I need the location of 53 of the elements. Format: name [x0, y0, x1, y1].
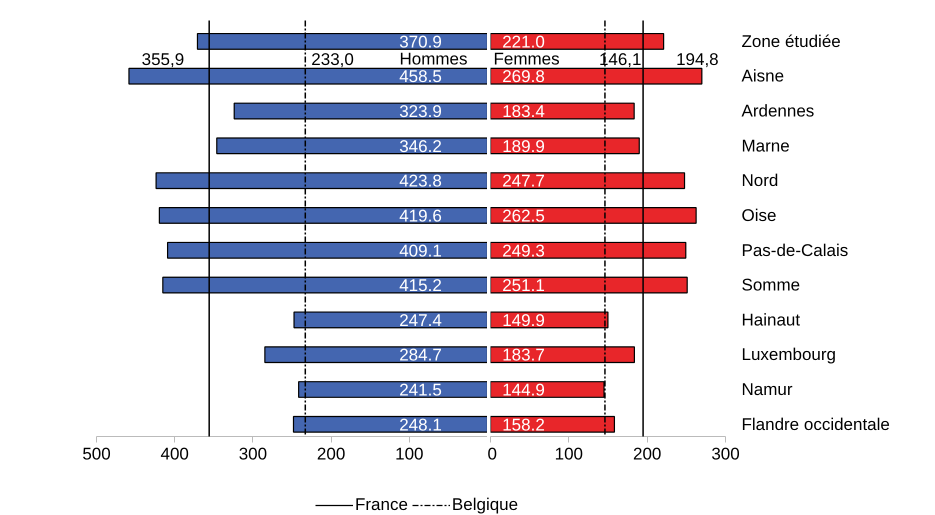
- ref-line-label: 146,1: [598, 50, 642, 69]
- data-label: 221.0: [502, 32, 545, 52]
- series-label: Hommes: [399, 49, 468, 68]
- data-label: 183.7: [502, 346, 545, 365]
- data-label: 189.9: [502, 136, 545, 156]
- data-label: 158.2: [502, 415, 545, 434]
- y-tick-label: Luxembourg: [742, 345, 836, 364]
- y-tick-label: Aisne: [742, 66, 784, 86]
- data-label: 423.8: [399, 172, 442, 191]
- data-label: 262.5: [502, 206, 545, 226]
- data-label: 409.1: [399, 241, 442, 260]
- ref-line-label: 194,8: [676, 50, 719, 69]
- data-label: 248.1: [399, 415, 442, 434]
- x-tick-label: 500: [82, 444, 111, 464]
- x-tick-label: 200: [632, 444, 662, 464]
- y-tick-label: Flandre occidentale: [742, 414, 890, 434]
- data-label: 144.9: [502, 380, 545, 400]
- data-label: 249.3: [502, 241, 545, 260]
- data-label: 284.7: [399, 346, 442, 365]
- data-label: 370.9: [399, 32, 442, 52]
- x-tick-label: 100: [395, 444, 424, 464]
- x-tick-label: 300: [711, 444, 740, 464]
- text: Belgique: [452, 495, 518, 515]
- data-label: 183.4: [502, 102, 545, 122]
- data-label: 251.1: [502, 276, 545, 296]
- y-tick-label: Marne: [742, 136, 790, 156]
- data-label: 415.2: [399, 276, 442, 296]
- x-tick-label: 300: [238, 444, 268, 464]
- y-tick-label: Oise: [742, 206, 776, 225]
- y-tick-label: Nord: [742, 171, 778, 190]
- data-label: 269.8: [502, 67, 545, 86]
- data-label: 419.6: [399, 206, 442, 226]
- ref-line-label: 233,0: [311, 50, 354, 69]
- data-label: 346.2: [399, 136, 442, 156]
- x-tick-label: 100: [554, 444, 584, 464]
- data-label: 323.9: [399, 102, 442, 122]
- y-tick-label: Namur: [742, 380, 793, 400]
- x-tick-label: 400: [160, 444, 189, 464]
- text: France: [355, 495, 408, 515]
- x-tick-label: 200: [316, 444, 346, 464]
- data-label: 149.9: [502, 310, 545, 330]
- x-tick-label: 0: [488, 444, 497, 464]
- data-label: 247.4: [399, 310, 442, 330]
- ref-line-label: 355,9: [142, 50, 184, 69]
- data-label: 247.7: [502, 172, 545, 191]
- y-tick-label: Somme: [742, 276, 800, 295]
- y-tick-label: Hainaut: [742, 310, 800, 330]
- y-tick-label: Pas-de-Calais: [742, 240, 848, 260]
- data-label: 241.5: [399, 380, 442, 400]
- data-label: 458.5: [399, 67, 442, 86]
- y-tick-label: Zone étudiée: [742, 32, 841, 51]
- series-label: Femmes: [494, 49, 560, 68]
- y-tick-label: Ardennes: [742, 102, 814, 121]
